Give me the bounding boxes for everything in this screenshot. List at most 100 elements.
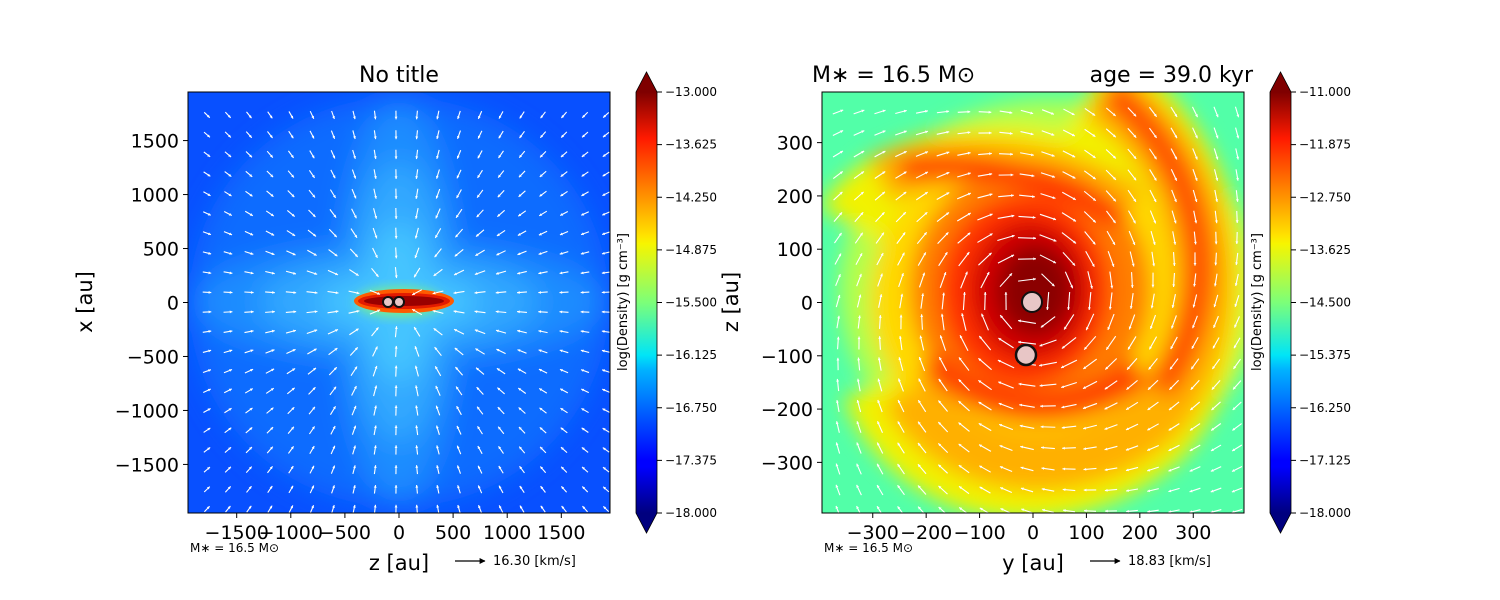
velocity-arrow — [349, 328, 359, 336]
velocity-arrow — [1233, 337, 1241, 349]
velocity-arrow — [1213, 106, 1219, 118]
velocity-arrow — [496, 348, 506, 355]
velocity-arrow — [1019, 194, 1035, 198]
velocity-arrow — [434, 366, 442, 377]
velocity-arrow — [957, 151, 971, 156]
velocity-arrow — [457, 110, 461, 120]
velocity-arrow — [411, 308, 423, 316]
velocity-arrow — [1234, 316, 1240, 328]
velocity-arrow — [539, 407, 547, 414]
velocity-arrow — [202, 211, 212, 216]
velocity-arrow — [939, 335, 947, 351]
velocity-arrow — [1019, 403, 1035, 408]
velocity-arrow — [979, 465, 991, 473]
velocity-arrow — [875, 211, 885, 223]
velocity-arrow — [978, 131, 992, 135]
velocity-arrow — [834, 253, 842, 265]
velocity-arrow — [832, 150, 844, 158]
velocity-arrow — [978, 401, 992, 411]
velocity-arrow — [308, 386, 316, 395]
velocity-arrow — [436, 504, 440, 513]
colorbar-right: −11.000 −11.875 −12.750 −13.625 −14.500 −15.3… — [1250, 71, 1351, 534]
velocity-arrow — [580, 290, 590, 294]
velocity-arrow — [999, 110, 1013, 114]
velocity-arrow — [874, 150, 886, 158]
velocity-arrow — [330, 465, 336, 474]
velocity-arrow — [371, 327, 379, 337]
velocity-arrow — [432, 290, 444, 295]
velocity-arrow — [1106, 230, 1116, 246]
velocity-arrow — [518, 446, 526, 454]
velocity-arrow — [602, 112, 610, 118]
y-tick-label: −300 — [761, 452, 813, 474]
velocity-arrow — [475, 229, 485, 237]
velocity-arrow — [561, 505, 567, 513]
velocity-arrow — [394, 365, 398, 377]
velocity-arrow — [581, 427, 589, 433]
velocity-arrow — [308, 406, 316, 415]
colorbar-tick-label: −15.500 — [665, 296, 717, 310]
velocity-arrow — [266, 190, 274, 198]
velocity-arrow — [1125, 445, 1139, 451]
velocity-arrow — [1151, 251, 1156, 267]
velocity-arrow — [306, 291, 318, 295]
velocity-arrow — [1193, 210, 1198, 224]
velocity-arrow — [1191, 106, 1199, 118]
velocity-arrow — [601, 251, 610, 255]
velocity-arrow — [836, 378, 840, 392]
velocity-arrow — [978, 152, 992, 156]
velocity-arrow — [1171, 315, 1177, 329]
velocity-arrow — [560, 407, 568, 414]
velocity-arrow — [559, 231, 569, 236]
velocity-arrow — [1231, 444, 1243, 452]
velocity-arrow — [329, 189, 337, 199]
x-tick-label: −1000 — [259, 522, 323, 544]
velocity-arrow — [936, 212, 950, 222]
velocity-arrow — [287, 446, 295, 454]
velocity-arrow — [1189, 466, 1201, 472]
y-tick-label: 1500 — [131, 131, 179, 153]
x-tick-label: 100 — [1068, 522, 1104, 544]
velocity-arrow — [897, 442, 905, 454]
velocity-arrow — [853, 130, 865, 136]
velocity-arrow — [539, 190, 547, 197]
velocity-arrow — [835, 421, 840, 433]
velocity-arrow — [1083, 467, 1097, 471]
velocity-arrow — [1232, 423, 1242, 431]
velocity-arrow — [1105, 335, 1117, 351]
colorbar-tick-label: −17.375 — [665, 453, 717, 467]
velocity-arrow — [246, 111, 252, 119]
velocity-arrow — [286, 348, 296, 354]
velocity-arrow — [286, 230, 296, 237]
velocity-arrow — [1021, 508, 1033, 513]
velocity-arrow — [559, 290, 569, 294]
velocity-arrow — [1214, 252, 1218, 266]
velocity-arrow — [517, 230, 527, 236]
velocity-arrow — [1235, 231, 1239, 245]
velocity-arrow — [1147, 401, 1159, 411]
velocity-arrow — [436, 110, 440, 120]
velocity-arrow — [245, 170, 253, 178]
velocity-arrow — [1017, 257, 1037, 261]
velocity-arrow — [413, 267, 421, 278]
velocity-arrow — [876, 484, 884, 496]
star-marker — [1021, 291, 1043, 313]
velocity-arrow — [328, 347, 338, 356]
velocity-arrow — [895, 171, 907, 179]
velocity-arrow — [497, 426, 505, 435]
velocity-arrow — [436, 149, 440, 160]
y-tick-label: −1000 — [115, 400, 179, 422]
velocity-arrow — [581, 171, 589, 177]
velocity-arrow — [519, 131, 525, 139]
velocity-arrow — [1041, 446, 1055, 450]
velocity-arrow — [265, 270, 275, 275]
velocity-arrow — [202, 369, 212, 374]
velocity-arrow — [434, 228, 442, 239]
velocity-arrow — [1127, 169, 1137, 181]
velocity-arrow — [1232, 380, 1242, 390]
velocity-arrow — [897, 484, 905, 496]
velocity-arrow — [202, 388, 212, 394]
velocity-arrow — [836, 336, 840, 350]
velocity-arrow — [328, 366, 338, 376]
velocity-arrow — [288, 505, 294, 513]
